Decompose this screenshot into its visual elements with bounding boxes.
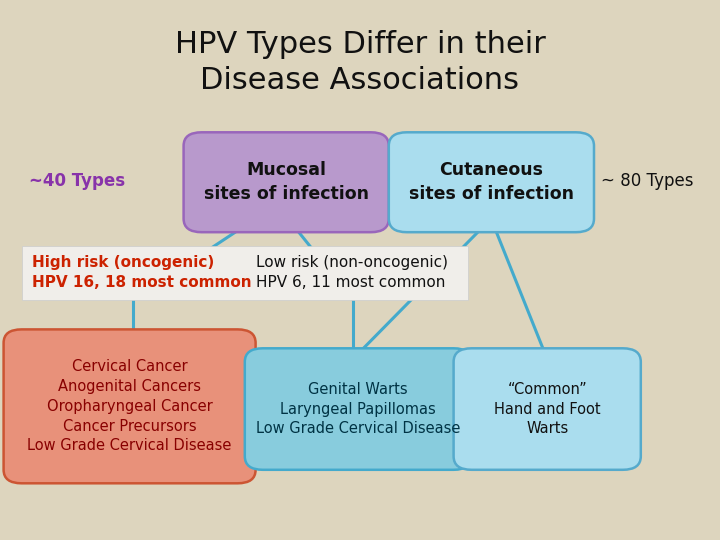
Text: ~40 Types: ~40 Types [29,172,125,190]
Text: Cervical Cancer
Anogenital Cancers
Oropharyngeal Cancer
Cancer Precursors
Low Gr: Cervical Cancer Anogenital Cancers Oroph… [27,359,232,454]
FancyBboxPatch shape [22,246,468,300]
Text: Mucosal
sites of infection: Mucosal sites of infection [204,161,369,203]
Text: ~ 80 Types: ~ 80 Types [601,172,693,190]
FancyBboxPatch shape [184,132,389,232]
FancyBboxPatch shape [389,132,594,232]
FancyBboxPatch shape [454,348,641,470]
Text: Genital Warts
Laryngeal Papillomas
Low Grade Cervical Disease: Genital Warts Laryngeal Papillomas Low G… [256,382,460,436]
Text: Cutaneous
sites of infection: Cutaneous sites of infection [409,161,574,203]
Text: “Common”
Hand and Foot
Warts: “Common” Hand and Foot Warts [494,382,600,436]
Text: Low risk (non-oncogenic)
HPV 6, 11 most common: Low risk (non-oncogenic) HPV 6, 11 most … [256,255,448,289]
FancyBboxPatch shape [245,348,472,470]
Text: HPV Types Differ in their
Disease Associations: HPV Types Differ in their Disease Associ… [174,30,546,94]
Text: High risk (oncogenic)
HPV 16, 18 most common: High risk (oncogenic) HPV 16, 18 most co… [32,255,252,289]
FancyBboxPatch shape [4,329,256,483]
